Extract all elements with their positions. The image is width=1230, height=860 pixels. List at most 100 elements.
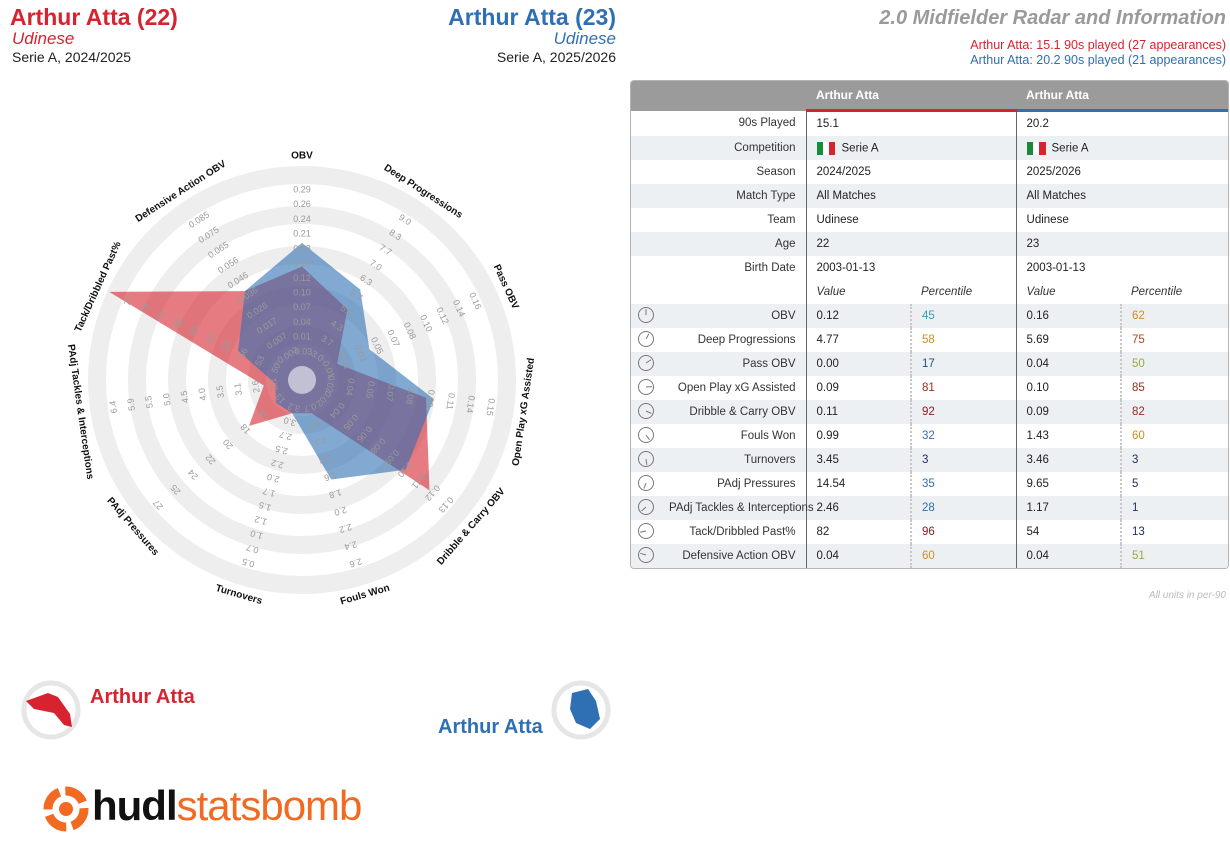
info-value-player2: 2025/2026 bbox=[1015, 160, 1228, 184]
stat-percentile-player1: 92 bbox=[909, 400, 1017, 424]
radar-tick-label: 1.7 bbox=[262, 486, 277, 499]
radar-axis-label: OBV bbox=[291, 151, 313, 162]
table-header-player2: Arthur Atta bbox=[1016, 81, 1228, 112]
radar-tick-label: 2.2 bbox=[270, 457, 285, 470]
radar-tick-label: 0.04 bbox=[344, 378, 356, 397]
radar-tick-label: 74 bbox=[138, 302, 151, 315]
stat-label: Open Play xG Assisted bbox=[677, 382, 796, 394]
stat-percentile-player1: 17 bbox=[909, 352, 1017, 376]
hudl-statsbomb-logo: hudlstatsbomb bbox=[92, 782, 362, 830]
info-row: Birth Date 2003-01-13 2003-01-13 bbox=[631, 256, 1228, 280]
stat-row: Turnovers 3.45 3 3.46 3 bbox=[631, 448, 1228, 472]
stat-value-player1: 4.77 bbox=[805, 328, 911, 352]
radar-tick-label: 4.0 bbox=[197, 387, 209, 401]
info-row: 90s Played 15.1 20.2 bbox=[631, 110, 1228, 136]
stat-value-player2: 0.09 bbox=[1015, 400, 1122, 424]
radar-tick-label: 0.12 bbox=[293, 273, 311, 283]
stat-row: Defensive Action OBV 0.04 60 0.04 51 bbox=[631, 544, 1228, 568]
info-value-player2: Udinese bbox=[1015, 208, 1228, 232]
stat-percentile-player1: 58 bbox=[909, 328, 1017, 352]
radar-tick-label: 0.24 bbox=[293, 214, 311, 224]
info-row: Age 22 23 bbox=[631, 232, 1228, 256]
stat-value-player2: 3.46 bbox=[1015, 448, 1122, 472]
radar-tick-label: 3.1 bbox=[232, 382, 244, 396]
stat-label: Turnovers bbox=[659, 448, 806, 472]
stat-percentile-player1: 81 bbox=[909, 376, 1017, 400]
stat-label: Fouls Won bbox=[740, 430, 796, 442]
stat-gauge-icon bbox=[631, 304, 659, 328]
radar-tick-label: 27 bbox=[151, 498, 165, 512]
stat-label: OBV bbox=[659, 304, 806, 328]
radar-tick-label: 5.9 bbox=[125, 398, 137, 412]
radar-title: 2.0 Midfielder Radar and Information bbox=[879, 7, 1226, 29]
radar-tick-label: 0.02 bbox=[324, 375, 336, 394]
radar-tick-label: 0.7 bbox=[245, 542, 260, 555]
info-value-player1: 2003-01-13 bbox=[805, 256, 1017, 280]
info-label: 90s Played bbox=[738, 117, 796, 130]
radar-tick-label: 25 bbox=[168, 483, 182, 497]
stat-value-player1: 0.12 bbox=[805, 304, 911, 328]
radar-tick-label: 68 bbox=[171, 317, 184, 330]
stat-gauge-icon bbox=[631, 520, 659, 544]
stat-percentile-player2: 3 bbox=[1120, 448, 1228, 472]
player2-legend-label: Arthur Atta bbox=[438, 716, 543, 738]
radar-tick-label: 1.5 bbox=[258, 500, 273, 513]
radar-tick-label: 2.0 bbox=[266, 472, 281, 485]
stat-percentile-player1: 96 bbox=[909, 520, 1017, 544]
stat-percentile-player2: 50 bbox=[1120, 352, 1228, 376]
info-row: Team Udinese Udinese bbox=[631, 208, 1228, 232]
stat-value-player2: 0.10 bbox=[1015, 376, 1122, 400]
radar-tick-label: 20 bbox=[221, 437, 235, 451]
radar-tick-label: 1.3 bbox=[318, 453, 333, 466]
stat-gauge-icon bbox=[631, 496, 659, 520]
radar-tick-label: 1.0 bbox=[249, 528, 264, 541]
stat-percentile-player1: 28 bbox=[909, 496, 1017, 520]
radar-tick-label: 0.07 bbox=[293, 302, 311, 312]
radar-tick-label: 0.08 bbox=[404, 386, 416, 405]
radar-tick-label: 1.1 bbox=[313, 435, 328, 448]
radar-tick-label: 1.2 bbox=[253, 514, 268, 527]
stat-gauge-icon bbox=[631, 328, 659, 352]
radar-tick-label: 53 bbox=[253, 354, 266, 367]
player1-minutes-summary: Arthur Atta: 15.1 90s played (27 appeara… bbox=[970, 38, 1226, 52]
italy-flag-icon bbox=[816, 141, 836, 155]
radar-ring bbox=[88, 166, 516, 594]
stat-value-player1: 0.11 bbox=[805, 400, 911, 424]
radar-tick-label: 2.6 bbox=[250, 380, 262, 394]
radar-tick-label: 6.4 bbox=[107, 400, 119, 414]
radar-tick-label: 0.29 bbox=[293, 184, 311, 194]
percentile-header-player1: Percentile bbox=[921, 286, 973, 298]
stat-percentile-player2: 60 bbox=[1120, 424, 1228, 448]
stat-value-player1: 14.54 bbox=[805, 472, 911, 496]
stat-value-player2: 0.04 bbox=[1015, 544, 1122, 568]
info-label: Season bbox=[756, 166, 796, 178]
stat-row: Tack/Dribbled Past% 82 96 54 13 bbox=[631, 520, 1228, 544]
radar-tick-label: 65 bbox=[188, 324, 201, 337]
info-value-player1: 2024/2025 bbox=[805, 160, 1017, 184]
radar-tick-label: 0.14 bbox=[464, 395, 476, 414]
stat-row: Open Play xG Assisted 0.09 81 0.10 85 bbox=[631, 376, 1228, 400]
radar-tick-label: 2.5 bbox=[274, 443, 289, 456]
radar-tick-label: 2.6 bbox=[348, 556, 363, 569]
radar-tick-label: 3.0 bbox=[282, 415, 297, 428]
radar-tick-label: 22 bbox=[203, 452, 217, 466]
stat-gauge-icon bbox=[631, 544, 659, 568]
radar-tick-label: 2.7 bbox=[278, 429, 293, 442]
radar-tick-label: 2.2 bbox=[338, 522, 353, 535]
info-value-player1: All Matches bbox=[805, 184, 1017, 208]
info-value-player2: 23 bbox=[1015, 232, 1228, 256]
stat-value-player2: 0.16 bbox=[1015, 304, 1122, 328]
stat-gauge-icon bbox=[631, 352, 659, 376]
info-label: Age bbox=[631, 232, 806, 256]
stat-value-player2: 1.43 bbox=[1015, 424, 1122, 448]
stat-gauge-icon bbox=[631, 424, 659, 448]
value-header-player1: Value bbox=[805, 280, 911, 304]
stat-label: Defensive Action OBV bbox=[659, 544, 806, 568]
stat-percentile-player1: 32 bbox=[909, 424, 1017, 448]
info-row: Competition Serie A Serie A bbox=[631, 136, 1228, 160]
player1-legend-label: Arthur Atta bbox=[90, 686, 195, 708]
stat-percentile-player1: 60 bbox=[909, 544, 1017, 568]
radar-tick-label: 0.7 bbox=[303, 401, 318, 414]
player2-header: Arthur Atta (23) bbox=[448, 4, 616, 30]
stat-percentile-player2: 1 bbox=[1120, 496, 1228, 520]
